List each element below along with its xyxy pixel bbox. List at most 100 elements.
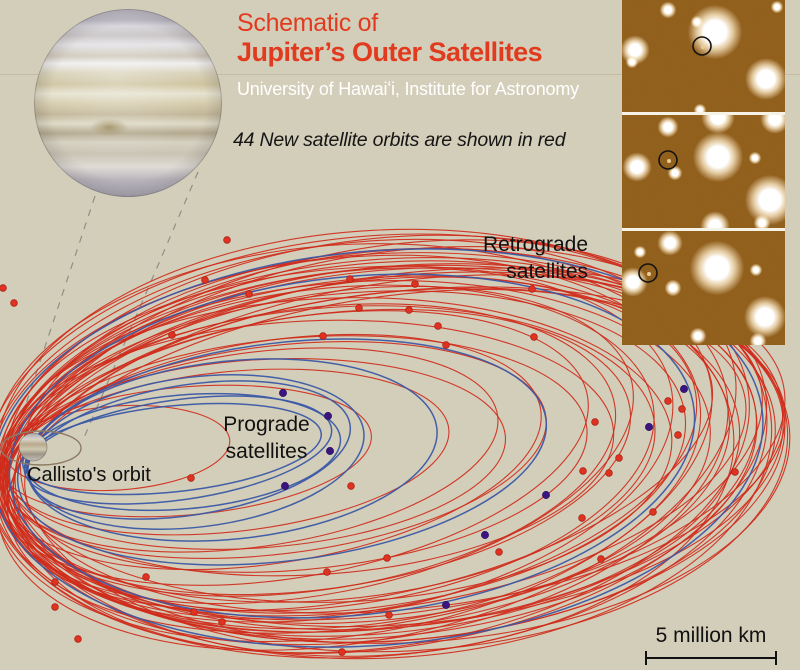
satellite-dot-red — [591, 418, 599, 426]
orbit-known-blue — [24, 392, 342, 512]
satellite-dot-red — [597, 555, 605, 563]
orbit-known-blue — [27, 374, 365, 530]
satellite-dot-red — [495, 548, 503, 556]
satellite-dot-red — [346, 275, 354, 283]
satellite-dot-red — [605, 469, 613, 477]
satellite-dot-purple — [645, 423, 653, 431]
satellite-dot-red — [664, 397, 672, 405]
zoom-cone-line — [82, 171, 199, 441]
satellite-dot-red — [338, 648, 346, 656]
scale-bar-line — [645, 651, 777, 665]
survey-panel — [622, 0, 785, 112]
satellite-dot-red — [223, 236, 231, 244]
satellite-dot-red — [528, 285, 536, 293]
satellite-dot-purple — [680, 385, 688, 393]
satellite-dot-red — [530, 333, 538, 341]
orbit-new-red — [0, 243, 735, 657]
retrograde-satellites-label: Retrograde satellites — [482, 233, 588, 283]
satellite-dot-red — [442, 341, 450, 349]
orbit-new-red — [0, 234, 750, 654]
satellite-marker-circle — [692, 36, 712, 56]
orbit-new-red — [0, 247, 713, 643]
satellite-dot-red — [434, 322, 442, 330]
satellite-dot-red — [674, 431, 682, 439]
satellite-dot-red — [578, 514, 586, 522]
satellite-dot-red — [411, 280, 419, 288]
candidate-point — [647, 272, 651, 276]
satellite-dot-red — [201, 276, 209, 284]
orbit-known-blue — [16, 338, 548, 566]
satellite-dot-red — [615, 454, 623, 462]
satellite-dot-red — [731, 468, 739, 476]
orbit-new-red — [14, 263, 786, 643]
institution-name: University of Hawaiʻi, Institute for Ast… — [237, 79, 579, 99]
satellite-dot-purple — [481, 531, 489, 539]
satellite-dot-red — [74, 635, 82, 643]
satellite-dot-red — [190, 608, 198, 616]
satellite-dot-red — [405, 306, 413, 314]
orbit-known-blue — [22, 402, 322, 496]
title-line2: Jupiter’s Outer Satellites — [237, 37, 543, 67]
satellite-dot-purple — [326, 447, 334, 455]
page-title: Schematic of Jupiter’s Outer Satellites — [237, 9, 543, 68]
satellite-dot-red — [385, 611, 393, 619]
satellite-dot-red — [51, 603, 59, 611]
satellite-dot-red — [142, 573, 150, 581]
satellite-dot-purple — [279, 389, 287, 397]
orbit-new-red — [24, 286, 786, 614]
prograde-satellites-label: Prograde satellites — [223, 413, 310, 463]
satellite-marker-circle — [658, 150, 678, 170]
orbit-known-blue — [8, 273, 696, 619]
scale-bar: 5 million km — [645, 624, 777, 665]
title-line1: Schematic of — [237, 9, 378, 37]
panel-separator — [622, 228, 785, 231]
orbit-new-red — [0, 285, 634, 605]
satellite-dot-red — [323, 568, 331, 576]
orbit-new-red — [0, 228, 773, 660]
candidate-point — [667, 159, 671, 163]
survey-panel — [622, 115, 785, 228]
orbit-new-red — [0, 233, 768, 659]
satellite-dot-purple — [281, 482, 289, 490]
satellite-dot-red — [649, 508, 657, 516]
orbit-new-red — [5, 347, 499, 553]
satellite-dot-red — [218, 618, 226, 626]
satellite-dot-red — [319, 332, 327, 340]
callisto-orbit-label: Callisto's orbit — [27, 464, 151, 486]
satellite-dot-red — [10, 299, 18, 307]
satellite-dot-red — [245, 290, 253, 298]
satellite-marker-circle — [638, 263, 658, 283]
satellite-dot-red — [678, 405, 686, 413]
candidate-point — [701, 45, 705, 49]
satellite-dot-red — [347, 482, 355, 490]
orbit-known-blue — [26, 358, 438, 542]
satellite-dot-red — [51, 578, 59, 586]
panel-separator — [622, 112, 785, 115]
satellite-dot-red — [579, 467, 587, 475]
star — [700, 211, 730, 228]
institution-banner: University of Hawaiʻi, Institute for Ast… — [0, 74, 800, 105]
satellite-dot-purple — [442, 601, 450, 609]
orbit-new-red — [0, 254, 702, 630]
satellite-dot-red — [187, 474, 195, 482]
orbit-new-red — [0, 284, 655, 612]
orbit-new-red — [0, 303, 617, 597]
jupiter-image — [34, 9, 222, 197]
small-jupiter — [18, 432, 48, 462]
scale-bar-label: 5 million km — [655, 624, 767, 647]
callisto-orbit-ellipse — [0, 430, 82, 466]
satellite-dot-red — [355, 304, 363, 312]
satellite-dot-red — [383, 554, 391, 562]
star — [701, 115, 735, 134]
satellite-dot-purple — [542, 491, 550, 499]
orbit-known-blue — [23, 395, 333, 505]
satellite-dot-red — [0, 284, 7, 292]
caption-new-orbits: 44 New satellite orbits are shown in red — [233, 129, 566, 151]
orbit-known-blue — [0, 248, 764, 648]
orbit-new-red — [0, 238, 729, 646]
survey-panel — [622, 231, 785, 345]
satellite-dot-red — [168, 331, 176, 339]
